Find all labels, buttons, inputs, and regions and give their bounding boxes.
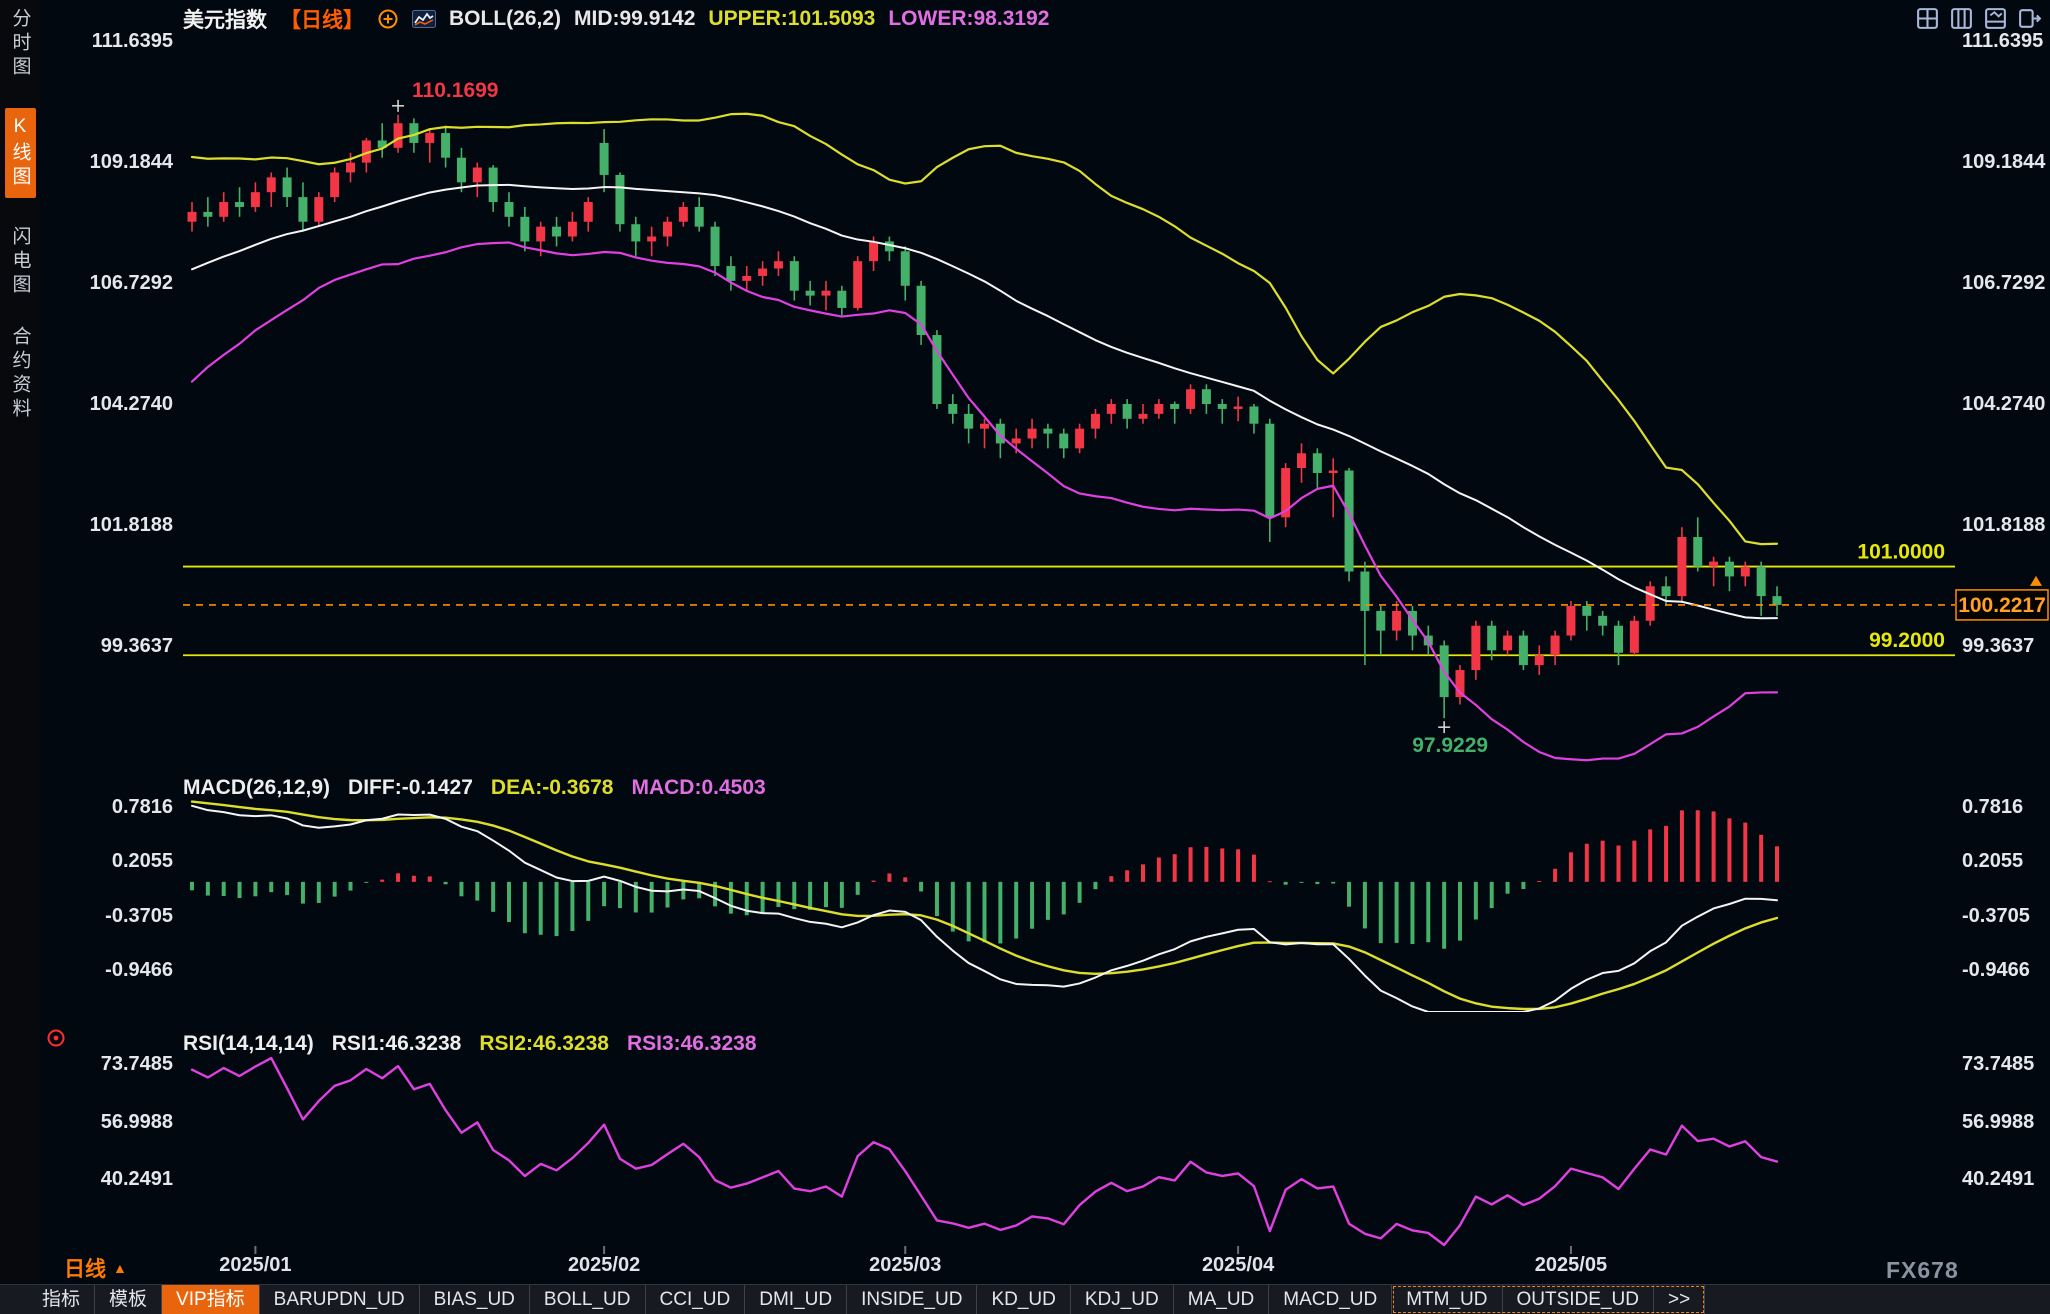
boll-lower-value: LOWER:98.3192 [888,7,1050,30]
macd-value: MACD:0.4503 [631,776,766,799]
y-axis-tick: 99.3637 [100,635,173,658]
macd-params: MACD(26,12,9) [183,776,331,799]
y-axis-tick: 106.7292 [89,272,173,295]
y-axis-tick: 111.6395 [91,30,173,53]
indicator-tab-bar: 指标 模板 VIP指标 BARUPDN_UD BIAS_UD BOLL_UD CCI_UD D… [0,1284,2050,1314]
macd-dea-value: DEA:-0.3678 [490,776,614,799]
symbol-title: 美元指数 [183,9,267,32]
y-axis-tick: 0.2055 [1962,850,2024,873]
y-axis-tick: 73.7485 [100,1052,173,1075]
y-axis-left: 111.6395 109.1844 106.7292 104.2740 101.8188… [52,0,173,1314]
macd-panel-header: MACD(26,12,9) DIFF:-0.1427 DEA:-0.3678 M… [183,776,766,800]
macd-diff-value: DIFF:-0.1427 [348,776,473,799]
tab-INSIDE_UD[interactable]: INSIDE_UD [847,1285,978,1314]
tab-CCI_UD[interactable]: CCI_UD [646,1285,746,1314]
y-axis-tick: 106.7292 [1962,272,2046,295]
y-axis-tick: 109.1844 [1962,151,2046,174]
tab-VIP指标[interactable]: VIP指标 [162,1285,260,1314]
sidebar-item-flash[interactable]: 闪电图 [9,226,31,298]
tab-OUTSIDE_UD[interactable]: OUTSIDE_UD [1503,1285,1654,1314]
rsi-params: RSI(14,14,14) [183,1032,314,1055]
y-axis-tick: 0.7816 [1962,795,2024,818]
y-axis-right: 111.6395 109.1844 106.7292 104.2740 101.8188… [1962,0,2050,1314]
tab-BARUPDN_UD[interactable]: BARUPDN_UD [260,1285,420,1314]
boll-upper-value: UPPER:101.5093 [708,7,876,30]
y-axis-tick: 0.7816 [111,795,173,818]
tab-DMI_UD[interactable]: DMI_UD [745,1285,848,1314]
y-axis-tick: 40.2491 [1962,1168,2035,1191]
y-axis-tick: 56.9988 [100,1110,173,1133]
tab-模板[interactable]: 模板 [95,1285,163,1314]
y-axis-tick: -0.3705 [105,904,173,927]
layout-columns-icon[interactable] [1949,6,1974,31]
tab-KDJ_UD[interactable]: KDJ_UD [1071,1285,1174,1314]
chevron-up-icon: ▲ [113,1260,127,1276]
boll-mid-value: MID:99.9142 [574,7,696,30]
tab-指标[interactable]: 指标 [28,1285,96,1314]
y-axis-tick: 0.2055 [111,850,173,873]
tab-MA_UD[interactable]: MA_UD [1174,1285,1270,1314]
layout-grid-icon[interactable] [1915,6,1940,31]
y-axis-tick: 101.8188 [89,514,173,537]
svg-text:101.0000: 101.0000 [1857,541,1945,564]
rsi3-value: RSI3:46.3238 [626,1032,757,1055]
y-axis-tick: 40.2491 [100,1168,173,1191]
chart-header: 美元指数 【日线】 BOLL(26,2) MID:99.9142 UPPER:1… [183,4,1049,34]
y-axis-tick: 101.8188 [1962,514,2046,537]
y-axis-tick: -0.9466 [1962,959,2030,982]
layout-expand-icon[interactable] [2017,6,2042,31]
rsi-panel-header: RSI(14,14,14) RSI1:46.3238 RSI2:46.3238 … [183,1032,757,1056]
tab-BIAS_UD[interactable]: BIAS_UD [420,1285,530,1314]
tab-MTM_UD[interactable]: MTM_UD [1392,1285,1503,1314]
overlay-chart-icon[interactable] [412,10,436,28]
sidebar-item-kline[interactable]: K线图 [4,108,36,198]
layout-rows-icon[interactable] [1983,6,2008,31]
last-price-badge: 100.2217 [1955,575,2049,621]
sidebar-item-contract-info[interactable]: 合约资料 [9,326,31,422]
tab->>[interactable]: >> [1654,1285,1706,1314]
watermark: FX678 [1886,1257,1959,1283]
svg-text:99.2000: 99.2000 [1869,629,1945,652]
y-axis-tick: 73.7485 [1962,1052,2035,1075]
y-axis-tick: 99.3637 [1962,635,2035,658]
period-selector-label: 日线 [64,1258,106,1281]
target-marker-icon[interactable] [46,1028,66,1048]
y-axis-tick: 111.6395 [1962,30,2044,53]
tab-BOLL_UD[interactable]: BOLL_UD [530,1285,646,1314]
period-tag[interactable]: 【日线】 [280,9,364,32]
rsi2-value: RSI2:46.3238 [479,1032,609,1055]
y-axis-tick: 104.2740 [89,393,173,416]
add-overlay-icon[interactable] [377,8,399,30]
sidebar: 分时图 K线图 闪电图 合约资料 [0,0,40,1283]
tab-overflow-group: MTM_UD OUTSIDE_UD >> [1392,1285,1706,1314]
svg-text:97.9229: 97.9229 [1412,734,1488,757]
y-axis-tick: -0.3705 [1962,904,2030,927]
sidebar-item-timeshare[interactable]: 分时图 [9,8,31,80]
svg-text:110.1699: 110.1699 [412,79,498,102]
y-axis-tick: 56.9988 [1962,1110,2035,1133]
layout-toolbar [1915,6,2042,31]
tab-MACD_UD[interactable]: MACD_UD [1269,1285,1393,1314]
y-axis-tick: -0.9466 [105,959,173,982]
tab-KD_UD[interactable]: KD_UD [977,1285,1071,1314]
period-selector[interactable]: 日线 ▲ [64,1253,127,1283]
svg-text:100.2217: 100.2217 [1958,594,2046,617]
y-axis-tick: 104.2740 [1962,393,2046,416]
y-axis-tick: 109.1844 [89,151,173,174]
rsi1-value: RSI1:46.3238 [331,1032,462,1055]
boll-params: BOLL(26,2) [449,7,562,30]
